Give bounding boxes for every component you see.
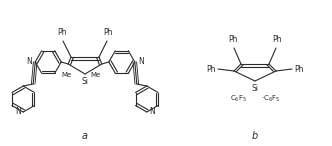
Text: Ph: Ph (57, 28, 67, 37)
Text: Me: Me (62, 72, 72, 78)
Text: N: N (27, 58, 32, 66)
Text: Ph: Ph (228, 35, 238, 44)
Text: Ph: Ph (207, 65, 216, 73)
Text: C$_6$F$_5$: C$_6$F$_5$ (230, 94, 248, 104)
Text: a: a (82, 131, 88, 141)
Text: Si: Si (81, 77, 89, 86)
Text: N: N (138, 58, 143, 66)
Text: b: b (252, 131, 258, 141)
Text: Ph: Ph (103, 28, 113, 37)
Text: N: N (16, 107, 21, 117)
Text: $\cdot$C$_6$F$_5$: $\cdot$C$_6$F$_5$ (261, 94, 281, 104)
Text: Si: Si (252, 84, 259, 93)
Text: Ph: Ph (272, 35, 282, 44)
Text: N: N (149, 107, 155, 117)
Text: Ph: Ph (294, 65, 303, 73)
Text: Me: Me (90, 72, 100, 78)
